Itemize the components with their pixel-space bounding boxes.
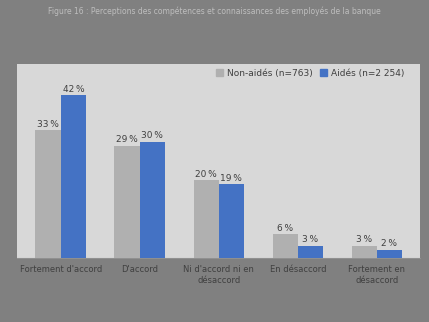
- Text: 2 %: 2 %: [381, 239, 397, 248]
- Text: 3 %: 3 %: [356, 235, 372, 244]
- Text: 20 %: 20 %: [195, 170, 217, 179]
- Text: Figure 16 : Perceptions des compétences et connaissances des employés de la banq: Figure 16 : Perceptions des compétences …: [48, 6, 381, 16]
- Bar: [36, 130, 61, 258]
- Text: 3 %: 3 %: [302, 235, 318, 244]
- Bar: [351, 246, 377, 258]
- Text: 42 %: 42 %: [63, 85, 84, 94]
- Legend: Non-aidés (n=763), Aidés (n=2 254): Non-aidés (n=763), Aidés (n=2 254): [213, 65, 408, 81]
- Text: 6 %: 6 %: [277, 224, 293, 233]
- Bar: [272, 234, 298, 258]
- Text: 30 %: 30 %: [142, 131, 163, 140]
- Text: 19 %: 19 %: [221, 174, 242, 183]
- Bar: [298, 246, 323, 258]
- Bar: [219, 184, 244, 258]
- Text: 29 %: 29 %: [116, 135, 138, 144]
- Bar: [377, 250, 402, 258]
- Bar: [193, 180, 219, 258]
- Bar: [140, 142, 165, 258]
- Text: 33 %: 33 %: [37, 119, 59, 128]
- Bar: [115, 146, 140, 258]
- Bar: [61, 95, 86, 258]
